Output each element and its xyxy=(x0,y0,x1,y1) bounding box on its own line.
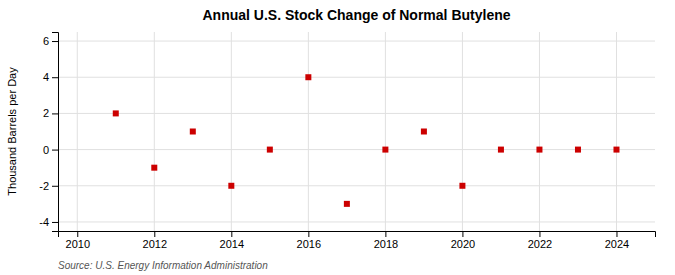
x-tick-label: 2014 xyxy=(220,238,244,250)
x-tick: 2012 xyxy=(143,231,167,250)
x-tick: 2024 xyxy=(605,231,629,250)
y-tick-label: 6 xyxy=(43,35,49,47)
chart-container: 2010 2012 2014 2016 2018 2020 2022 2024 -4 -2 0 2 4 6… xyxy=(0,0,675,275)
y-tick-mark xyxy=(52,186,58,187)
point xyxy=(382,147,388,153)
y-grid-line xyxy=(58,221,655,222)
point xyxy=(151,165,157,171)
point xyxy=(575,147,581,153)
x-tick-mark xyxy=(154,231,155,237)
point xyxy=(190,129,196,135)
source-annotation: Source: U.S. Energy Information Administ… xyxy=(58,260,268,271)
y-tick-mark xyxy=(52,41,58,42)
title: Annual U.S. Stock Change of Normal Butyl… xyxy=(202,7,510,23)
point xyxy=(113,110,119,116)
point xyxy=(459,183,465,189)
grid xyxy=(58,32,655,231)
x-grid-line xyxy=(616,32,617,231)
x-tick-label: 2020 xyxy=(451,238,475,250)
x-grid-line xyxy=(385,32,386,231)
x-tick: 2018 xyxy=(374,231,398,250)
y-axis-line xyxy=(52,33,59,232)
points xyxy=(113,74,620,207)
point xyxy=(498,147,504,153)
point xyxy=(305,74,311,80)
y-tick: 2 xyxy=(43,107,58,119)
x-tick: 2014 xyxy=(220,231,244,250)
x-tick-label: 2018 xyxy=(374,238,398,250)
x-tick-mark xyxy=(77,231,78,237)
y-grid-line xyxy=(58,41,655,42)
y-tick-mark xyxy=(52,222,58,223)
x-axis: 2010 2012 2014 2016 2018 2020 2022 2024 xyxy=(59,231,656,250)
y-axis: -4 -2 0 2 4 6 xyxy=(39,33,58,232)
y-grid-line xyxy=(58,113,655,114)
y-tick-mark xyxy=(52,77,58,78)
y-tick: 6 xyxy=(43,35,58,47)
plot-area: 2010 2012 2014 2016 2018 2020 2022 2024 -4 -2 0 2 4 6 xyxy=(39,32,655,250)
y-grid-line xyxy=(58,185,655,186)
x-grid-line xyxy=(231,32,232,231)
x-tick-mark xyxy=(462,231,463,237)
x-tick-label: 2012 xyxy=(143,238,167,250)
x-tick-label: 2016 xyxy=(297,238,321,250)
point xyxy=(421,129,427,135)
y-grid-line xyxy=(58,149,655,150)
x-tick-mark xyxy=(231,231,232,237)
x-tick-mark xyxy=(616,231,617,237)
x-axis-line xyxy=(59,232,656,238)
point xyxy=(267,147,273,153)
y-axis-title: Thousand Barrels per Day xyxy=(6,67,18,196)
x-grid-line xyxy=(77,32,78,231)
y-tick-mark xyxy=(52,113,58,114)
x-grid-line xyxy=(308,32,309,231)
point xyxy=(344,201,350,207)
y-tick-label: 2 xyxy=(43,107,49,119)
x-tick-mark xyxy=(385,231,386,237)
x-grid-line xyxy=(462,32,463,231)
y-tick: 4 xyxy=(43,71,58,83)
x-tick-mark xyxy=(308,231,309,237)
point xyxy=(228,183,234,189)
y-tick-label: -4 xyxy=(39,216,49,228)
y-tick-label: 0 xyxy=(43,144,49,156)
x-tick: 2010 xyxy=(66,231,90,250)
y-tick-label: -2 xyxy=(39,180,49,192)
y-tick-mark xyxy=(52,150,58,151)
x-tick-label: 2022 xyxy=(528,238,552,250)
x-tick: 2016 xyxy=(297,231,321,250)
x-grid-line xyxy=(539,32,540,231)
x-tick-label: 2024 xyxy=(605,238,629,250)
x-tick-label: 2010 xyxy=(66,238,90,250)
y-tick: -4 xyxy=(39,216,58,228)
x-tick: 2022 xyxy=(528,231,552,250)
x-tick-mark xyxy=(539,231,540,237)
x-grid-line xyxy=(154,32,155,231)
y-tick: 0 xyxy=(43,144,58,156)
chart-svg: 2010 2012 2014 2016 2018 2020 2022 2024 -4 -2 0 2 4 6… xyxy=(0,0,675,275)
point xyxy=(536,147,542,153)
x-tick: 2020 xyxy=(451,231,475,250)
y-tick-label: 4 xyxy=(43,71,49,83)
y-tick: -2 xyxy=(39,180,58,192)
y-grid-line xyxy=(58,77,655,78)
point xyxy=(613,147,619,153)
